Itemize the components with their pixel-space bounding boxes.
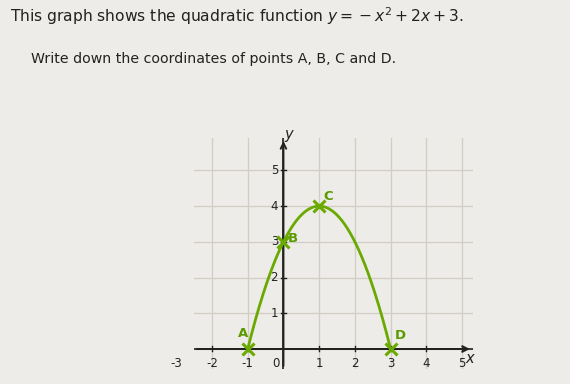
Text: 2: 2 bbox=[271, 271, 278, 284]
Text: D: D bbox=[395, 329, 406, 342]
Text: 2: 2 bbox=[351, 357, 359, 370]
Text: -1: -1 bbox=[242, 357, 254, 370]
Text: -3: -3 bbox=[170, 357, 182, 370]
Text: 4: 4 bbox=[422, 357, 430, 370]
Text: -2: -2 bbox=[206, 357, 218, 370]
Text: C: C bbox=[323, 190, 333, 202]
Text: 5: 5 bbox=[271, 164, 278, 177]
Text: B: B bbox=[288, 232, 298, 245]
Text: Write down the coordinates of points A, B, C and D.: Write down the coordinates of points A, … bbox=[31, 52, 397, 66]
Text: 1: 1 bbox=[315, 357, 323, 370]
Text: 3: 3 bbox=[387, 357, 394, 370]
Text: 0: 0 bbox=[272, 357, 279, 370]
Text: 1: 1 bbox=[271, 307, 278, 320]
Text: This graph shows the quadratic function $y = -x^2 + 2x + 3$.: This graph shows the quadratic function … bbox=[10, 6, 464, 28]
Text: y: y bbox=[284, 127, 293, 142]
Text: 3: 3 bbox=[271, 235, 278, 248]
Text: x: x bbox=[466, 351, 474, 366]
Text: 5: 5 bbox=[458, 357, 466, 370]
Text: A: A bbox=[238, 327, 248, 340]
Text: 4: 4 bbox=[271, 200, 278, 213]
